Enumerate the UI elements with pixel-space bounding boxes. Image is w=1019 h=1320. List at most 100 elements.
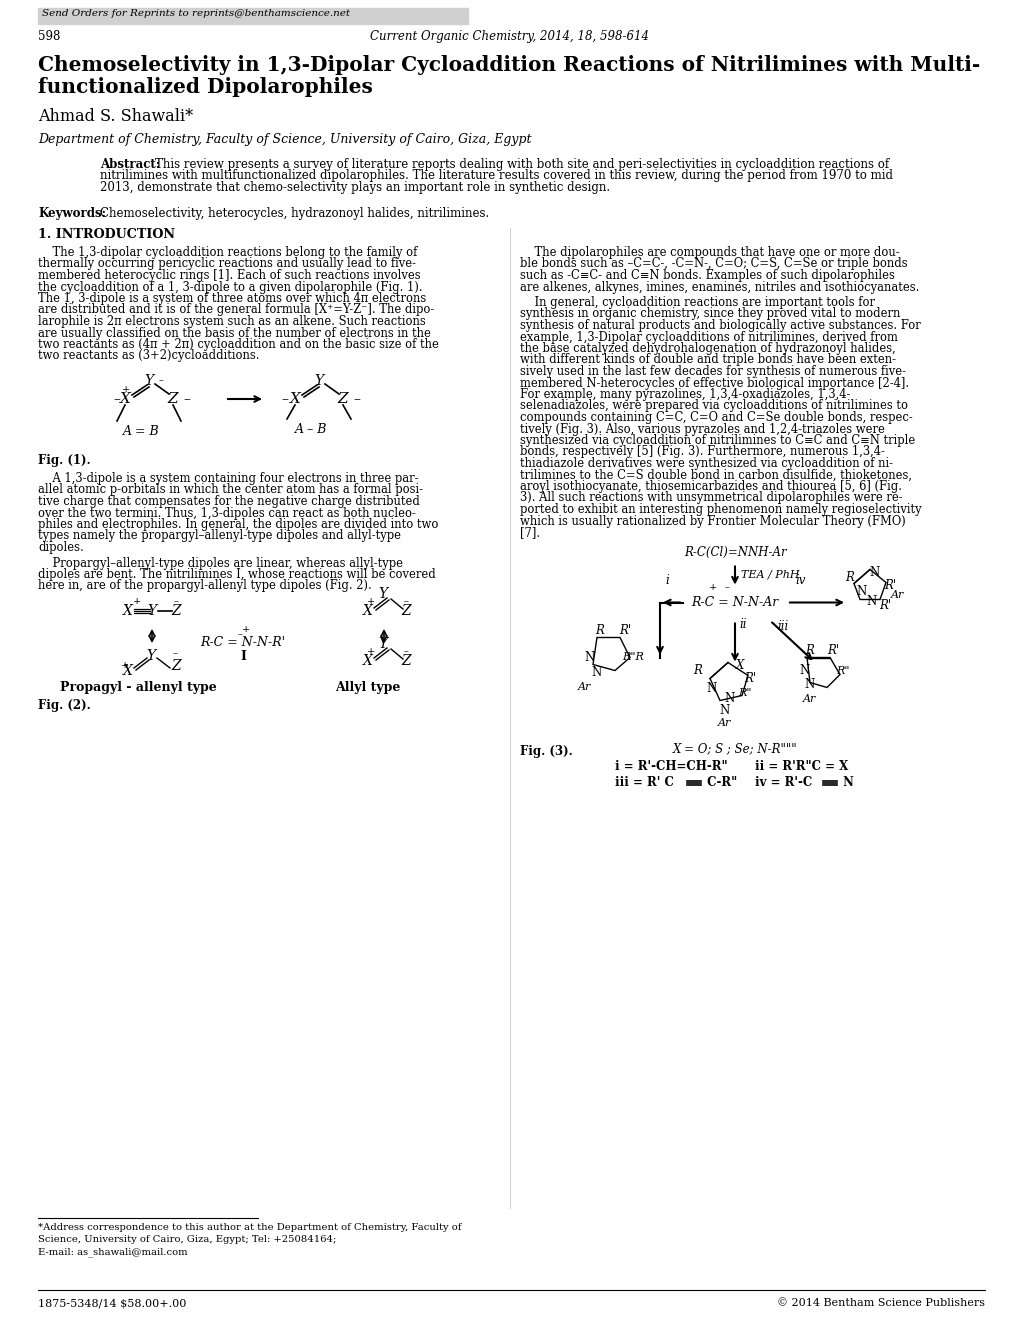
Text: example, 1,3-Dipolar cycloadditions of nitrilimines, derived from: example, 1,3-Dipolar cycloadditions of n… <box>520 330 897 343</box>
Text: +: + <box>121 661 129 671</box>
Text: Propagyl - allenyl type: Propagyl - allenyl type <box>59 681 216 694</box>
Text: Y: Y <box>145 374 154 388</box>
Text: Department of Chemistry, Faculty of Science, University of Cairo, Giza, Egypt: Department of Chemistry, Faculty of Scie… <box>38 133 531 147</box>
Text: –: – <box>113 392 120 407</box>
Text: +: + <box>367 648 375 656</box>
Text: ii = R'R"C = X: ii = R'R"C = X <box>754 760 848 774</box>
Text: R-C(Cl)=NNH-Ar: R-C(Cl)=NNH-Ar <box>683 545 786 558</box>
Text: Current Organic Chemistry, 2014, 18, 598-614: Current Organic Chemistry, 2014, 18, 598… <box>370 30 649 44</box>
Text: membered N-heterocycles of effective biological importance [2-4].: membered N-heterocycles of effective bio… <box>520 376 908 389</box>
Text: X: X <box>123 605 132 618</box>
Text: ble bonds such as –C=C-, -C=N-, C=O; C=S, C=Se or triple bonds: ble bonds such as –C=C-, -C=N-, C=O; C=S… <box>520 257 907 271</box>
Text: Z: Z <box>167 392 178 407</box>
Text: R: R <box>693 664 702 677</box>
Text: thiadiazole derivatives were synthesized via cycloaddition of ni-: thiadiazole derivatives were synthesized… <box>520 457 892 470</box>
Text: X: X <box>735 659 744 672</box>
Text: selenadiazoles, were prepared via cycloadditions of nitrilimines to: selenadiazoles, were prepared via cycloa… <box>520 400 907 412</box>
Text: are usually classified on the basis of the number of electrons in the: are usually classified on the basis of t… <box>38 326 430 339</box>
Text: I: I <box>239 651 246 664</box>
Text: are alkenes, alkynes, imines, enamines, nitriles and isothiocyanates.: are alkenes, alkynes, imines, enamines, … <box>520 281 918 293</box>
Text: 598: 598 <box>38 30 60 44</box>
Text: Fig. (2).: Fig. (2). <box>38 700 91 711</box>
Text: –: – <box>280 392 287 407</box>
Text: Fig. (1).: Fig. (1). <box>38 454 91 467</box>
Text: with different kinds of double and triple bonds have been exten-: with different kinds of double and tripl… <box>520 354 895 367</box>
Text: Send Orders for Reprints to reprints@benthamscience.net: Send Orders for Reprints to reprints@ben… <box>42 9 350 18</box>
Text: the base catalyzed dehydrohalogenation of hydrazonoyl halides,: the base catalyzed dehydrohalogenation o… <box>520 342 895 355</box>
Text: R": R" <box>738 688 751 697</box>
Text: R: R <box>805 644 813 657</box>
Text: Abstract:: Abstract: <box>100 158 160 172</box>
Text: synthesis in organic chemistry, since they proved vital to modern: synthesis in organic chemistry, since th… <box>520 308 900 321</box>
Text: R": R" <box>836 665 849 676</box>
Text: TEA / PhH: TEA / PhH <box>740 569 799 579</box>
Text: Ar: Ar <box>578 682 591 693</box>
Text: –: – <box>172 649 177 659</box>
Text: This review presents a survey of literature reports dealing with both site and p: This review presents a survey of literat… <box>155 158 889 172</box>
Text: allel atomic p-orbitals in which the center atom has a formal posi-: allel atomic p-orbitals in which the cen… <box>38 483 423 496</box>
Text: Z: Z <box>400 605 411 618</box>
Text: R-C = N-N-Ar: R-C = N-N-Ar <box>691 595 777 609</box>
Text: N: N <box>869 566 879 579</box>
Text: sively used in the last few decades for synthesis of numerous five-: sively used in the last few decades for … <box>520 366 905 378</box>
Text: dipoles.: dipoles. <box>38 541 84 554</box>
Text: R': R' <box>883 579 895 591</box>
Text: philes and electrophiles. In general, the dipoles are divided into two: philes and electrophiles. In general, th… <box>38 517 438 531</box>
Text: synthesized via cycloaddition of nitrilimines to C≡C and C≡N triple: synthesized via cycloaddition of nitrili… <box>520 434 914 447</box>
Text: X: X <box>363 653 373 668</box>
Text: nitrilimines with multifunctionalized dipolarophiles. The literature results cov: nitrilimines with multifunctionalized di… <box>100 169 892 182</box>
Text: tive charge that compensates for the negative charge distributed: tive charge that compensates for the neg… <box>38 495 420 508</box>
Text: –: – <box>237 631 243 639</box>
Text: X = O; S ; Se; N-R""": X = O; S ; Se; N-R""" <box>672 742 797 755</box>
Text: tively (Fig. 3). Also, various pyrazoles and 1,2,4-triazoles were: tively (Fig. 3). Also, various pyrazoles… <box>520 422 884 436</box>
Text: membered heterocyclic rings [1]. Each of such reactions involves: membered heterocyclic rings [1]. Each of… <box>38 269 420 282</box>
Text: iv: iv <box>794 574 805 587</box>
Text: Allyl type: Allyl type <box>335 681 400 694</box>
Text: here in, are of the propargyl-allenyl type dipoles (Fig. 2).: here in, are of the propargyl-allenyl ty… <box>38 579 371 593</box>
Text: trilimines to the C=S double bond in carbon disulfide, thioketones,: trilimines to the C=S double bond in car… <box>520 469 911 482</box>
Text: © 2014 Bentham Science Publishers: © 2014 Bentham Science Publishers <box>776 1298 984 1308</box>
Text: –: – <box>723 583 729 591</box>
Text: R"R: R"R <box>622 652 643 663</box>
Text: larophile is 2π electrons system such as an alkene. Such reactions: larophile is 2π electrons system such as… <box>38 315 425 327</box>
Text: N: N <box>706 682 716 696</box>
Text: –: – <box>173 598 178 606</box>
Text: Fig. (3).: Fig. (3). <box>520 746 573 759</box>
Text: –: – <box>182 392 190 407</box>
Text: +: + <box>367 598 375 606</box>
Text: two reactants as (4π + 2π) cycloaddition and on the basic size of the: two reactants as (4π + 2π) cycloaddition… <box>38 338 438 351</box>
Text: The 1,3-dipolar cycloaddition reactions belong to the family of: The 1,3-dipolar cycloaddition reactions … <box>38 246 417 259</box>
Text: iv = R'-C: iv = R'-C <box>754 776 815 788</box>
Text: R': R' <box>878 599 891 612</box>
Text: X: X <box>119 392 130 407</box>
Text: –: – <box>404 648 408 656</box>
Text: 1875-5348/14 $58.00+.00: 1875-5348/14 $58.00+.00 <box>38 1298 186 1308</box>
Text: Ar: Ar <box>803 693 816 704</box>
Text: –: – <box>404 598 408 606</box>
Text: Z: Z <box>337 392 347 407</box>
Text: N: N <box>725 692 735 705</box>
Text: X: X <box>123 664 132 678</box>
Text: R': R' <box>826 644 839 657</box>
Text: The 1, 3-dipole is a system of three atoms over which 4π electrons: The 1, 3-dipole is a system of three ato… <box>38 292 426 305</box>
Text: N: N <box>839 776 853 788</box>
Text: 2013, demonstrate that chemo-selectivity plays an important role in synthetic de: 2013, demonstrate that chemo-selectivity… <box>100 181 609 194</box>
Text: –: – <box>353 392 360 407</box>
Text: compounds containing C=C, C=O and C=Se double bonds, respec-: compounds containing C=C, C=O and C=Se d… <box>520 411 912 424</box>
Text: N: N <box>591 667 601 678</box>
Text: i = R'-CH=CH-R": i = R'-CH=CH-R" <box>614 760 727 774</box>
Text: which is usually rationalized by Frontier Molecular Theory (FMO): which is usually rationalized by Frontie… <box>520 515 905 528</box>
Text: R-C = N-N-R': R-C = N-N-R' <box>201 636 285 649</box>
Text: Z: Z <box>171 659 180 673</box>
Text: are distributed and it is of the general formula [X⁺=Y-Z⁻]. The dipo-: are distributed and it is of the general… <box>38 304 434 317</box>
Text: Chemoselectivity, heterocycles, hydrazonoyl halides, nitrilimines.: Chemoselectivity, heterocycles, hydrazon… <box>100 207 489 220</box>
Text: R': R' <box>619 624 631 638</box>
Text: N: N <box>866 595 876 609</box>
Text: ii: ii <box>739 618 746 631</box>
Text: N: N <box>856 585 866 598</box>
Text: Ar: Ar <box>717 718 731 729</box>
Text: over the two termini. Thus, 1,3-dipoles can react as both nucleo-: over the two termini. Thus, 1,3-dipoles … <box>38 507 416 520</box>
Text: Y: Y <box>147 649 156 663</box>
Text: types namely the propargyl–allenyl-type dipoles and allyl-type: types namely the propargyl–allenyl-type … <box>38 529 400 543</box>
Text: –: – <box>158 376 163 385</box>
